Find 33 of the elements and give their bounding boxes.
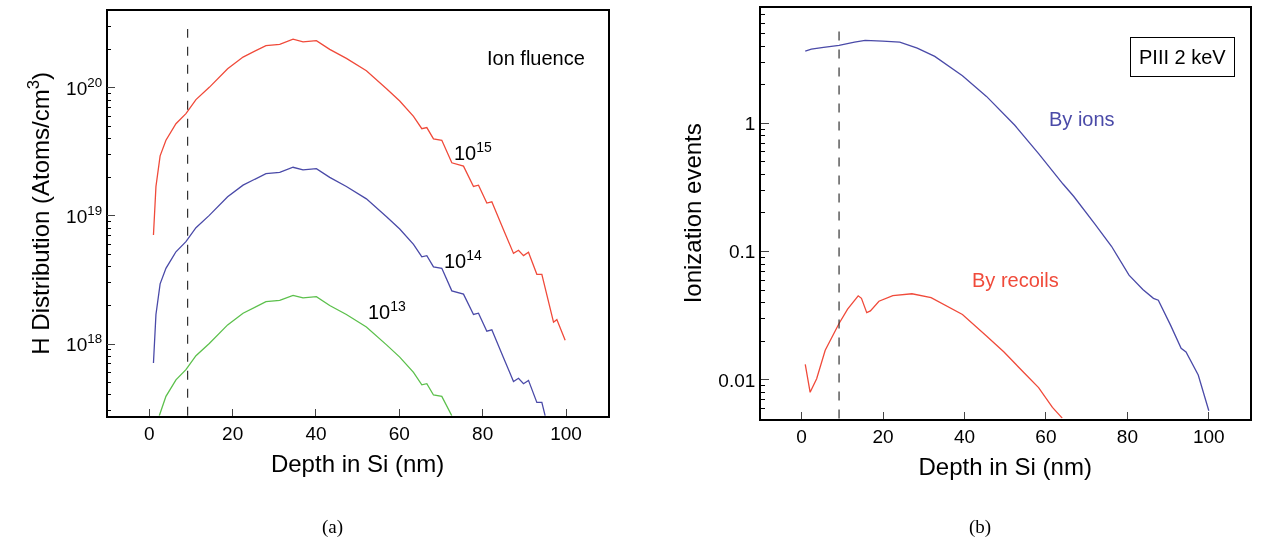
series-label: 10$^{14}$ — [444, 247, 483, 273]
x-tick-label: 60 — [1035, 426, 1057, 448]
annotation: PIII 2 keV — [1139, 46, 1227, 68]
y-tick-label: 10$^{18}$ — [66, 330, 103, 355]
series-label: By ions — [1049, 108, 1115, 130]
x-tick-label: 80 — [1116, 426, 1138, 448]
line-series — [152, 166, 546, 416]
y-tick-label: 10$^{20}$ — [66, 74, 103, 99]
x-tick-label: 20 — [222, 423, 244, 445]
y-tick-label: 10$^{19}$ — [66, 202, 103, 227]
x-tick-label: 0 — [143, 423, 155, 445]
text: (b) — [969, 516, 992, 538]
x-tick-label: 100 — [1192, 426, 1225, 448]
series-label: 10$^{15}$ — [454, 139, 493, 165]
annotation: Ion fluence — [487, 47, 585, 69]
x-axis-title: Depth in Si (nm) — [270, 450, 445, 478]
text: (a) — [322, 516, 344, 538]
x-tick-label: 40 — [305, 423, 327, 445]
series-label: By recoils — [972, 269, 1059, 291]
series-label: 10$^{13}$ — [368, 298, 407, 324]
x-tick-label: 100 — [550, 423, 582, 445]
y-tick-label: 0.01 — [718, 369, 756, 391]
y-tick-label: 0.1 — [728, 241, 756, 263]
x-tick-label: 80 — [472, 423, 494, 445]
x-tick-label: 0 — [796, 426, 807, 448]
x-tick-label: 60 — [388, 423, 410, 445]
x-axis-title: Depth in Si (nm) — [918, 452, 1092, 480]
line-series — [804, 293, 1063, 419]
line-series — [158, 294, 453, 416]
x-tick-label: 40 — [953, 426, 976, 448]
x-tick-label: 20 — [872, 426, 894, 448]
y-tick-label: 1 — [744, 112, 756, 134]
y-axis-title: Ionization events — [678, 123, 706, 304]
